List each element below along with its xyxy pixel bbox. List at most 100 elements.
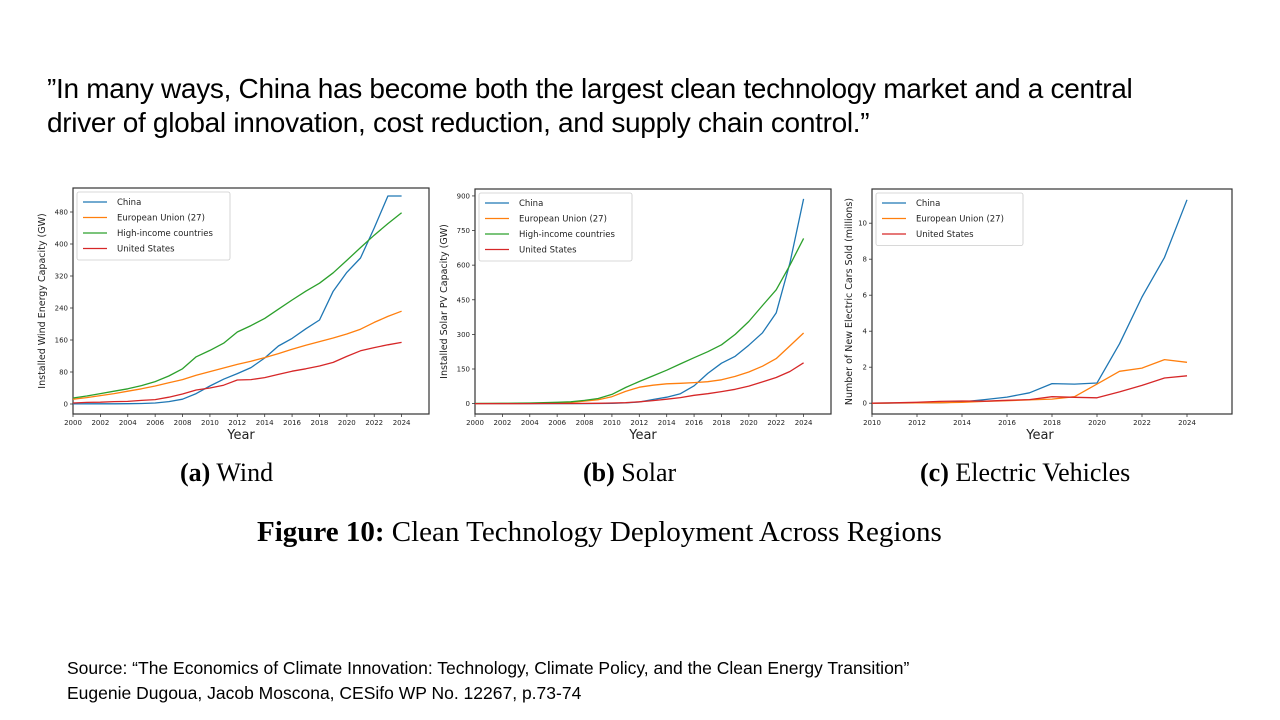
x-tick-label: 2000: [466, 419, 484, 427]
x-tick-label: 2020: [740, 419, 758, 427]
caption-ev-label: (c): [920, 458, 949, 487]
x-tick-label: 2014: [953, 419, 971, 427]
y-tick-label: 2: [863, 364, 867, 372]
y-tick-label: 300: [457, 331, 470, 339]
x-tick-label: 2010: [863, 419, 881, 427]
x-tick-label: 2022: [365, 419, 383, 427]
x-tick-label: 2008: [174, 419, 192, 427]
y-axis-label: Installed Wind Energy Capacity (GW): [37, 213, 48, 388]
legend-box: [76, 191, 231, 261]
y-tick-label: 10: [858, 220, 867, 228]
series-line-united-states: [871, 375, 1188, 404]
legend-label: High-income countries: [117, 229, 214, 239]
y-tick-label: 150: [457, 366, 470, 374]
x-tick-label: 2016: [685, 419, 703, 427]
y-tick-label: 450: [457, 296, 470, 304]
legend-box: [478, 192, 633, 262]
x-tick-label: 2006: [548, 419, 566, 427]
x-tick-label: 2022: [767, 419, 785, 427]
x-axis-label: Year: [628, 428, 657, 443]
x-tick-label: 2008: [576, 419, 594, 427]
legend-label: China: [117, 198, 141, 208]
legend-label: China: [519, 199, 543, 209]
quote: ”In many ways, China has become both the…: [47, 72, 1247, 140]
x-tick-label: 2016: [998, 419, 1016, 427]
caption-ev-text: Electric Vehicles: [955, 458, 1131, 487]
x-tick-label: 2004: [521, 419, 539, 427]
figure-title-label: Figure 10:: [257, 516, 385, 548]
y-tick-label: 480: [55, 209, 68, 217]
source-line-2: Eugenie Dugoua, Jacob Moscona, CESifo WP…: [67, 683, 582, 703]
y-tick-label: 600: [457, 262, 470, 270]
legend-label: China: [916, 199, 940, 209]
y-axis-label: Number of New Electric Cars Sold (millio…: [844, 198, 855, 405]
y-tick-label: 400: [55, 241, 68, 249]
x-tick-label: 2014: [256, 419, 274, 427]
caption-wind: (a) Wind: [180, 458, 273, 488]
x-tick-label: 2012: [630, 419, 648, 427]
figure-title: Figure 10: Clean Technology Deployment A…: [257, 516, 942, 549]
y-tick-label: 160: [55, 337, 68, 345]
series-line-united-states: [72, 341, 402, 404]
x-tick-label: 2012: [908, 419, 926, 427]
x-tick-label: 2006: [146, 419, 164, 427]
caption-solar-text: Solar: [621, 458, 677, 487]
x-tick-label: 2004: [119, 419, 137, 427]
plot-frame: [474, 188, 832, 415]
plot-frame: [72, 187, 430, 415]
x-tick-label: 2016: [283, 419, 301, 427]
y-tick-label: 240: [55, 305, 68, 313]
y-tick-label: 0: [466, 400, 470, 408]
series-line-european-union-27: [871, 358, 1188, 404]
x-axis-label: Year: [226, 428, 255, 443]
x-tick-label: 2012: [228, 419, 246, 427]
series-line-european-union-27: [72, 310, 402, 400]
legend-label: European Union (27): [117, 214, 205, 224]
y-tick-label: 900: [457, 192, 470, 200]
source-citation: Source: “The Economics of Climate Innova…: [67, 656, 909, 706]
quote-line-1: ”In many ways, China has become both the…: [47, 73, 1133, 104]
y-tick-label: 80: [59, 369, 68, 377]
caption-solar-label: (b): [583, 458, 615, 487]
caption-solar: (b) Solar: [583, 458, 676, 488]
y-axis-label: Installed Solar PV Capacity (GW): [439, 224, 450, 379]
chart-wind: 2000 2002 2004 2006 2008 2010 2012 2014 2016 2018…: [37, 187, 430, 443]
y-tick-label: 0: [64, 401, 68, 409]
series-line-china: [72, 195, 402, 405]
series-line-high-income-countries: [72, 212, 403, 399]
x-tick-label: 2018: [1043, 419, 1061, 427]
legend-label: United States: [117, 245, 175, 255]
legend-label: High-income countries: [519, 230, 616, 240]
source-line-1: Source: “The Economics of Climate Innova…: [67, 658, 910, 678]
x-tick-label: 2022: [1133, 419, 1151, 427]
y-tick-label: 8: [863, 256, 867, 264]
x-tick-label: 2002: [493, 419, 511, 427]
caption-wind-label: (a): [180, 458, 211, 487]
y-tick-label: 320: [55, 273, 68, 281]
y-tick-label: 0: [863, 400, 867, 408]
figure-title-text: Clean Technology Deployment Across Regio…: [391, 516, 942, 548]
x-tick-label: 2010: [603, 419, 621, 427]
x-tick-label: 2018: [311, 419, 329, 427]
quote-line-2: driver of global innovation, cost reduct…: [47, 107, 870, 138]
x-tick-label: 2024: [1178, 419, 1196, 427]
series-line-united-states: [475, 362, 804, 405]
y-tick-label: 6: [863, 292, 868, 300]
y-tick-label: 4: [863, 328, 868, 336]
chart-ev: 2010 2012 2014 2016 2018 2020 2022 2024 0 2 4 6 8 10 Y…: [844, 188, 1233, 443]
x-tick-label: 2000: [64, 419, 82, 427]
x-tick-label: 2010: [201, 419, 219, 427]
x-tick-label: 2020: [1088, 419, 1106, 427]
legend-label: United States: [916, 230, 974, 240]
caption-wind-text: Wind: [216, 458, 274, 487]
x-tick-label: 2024: [393, 419, 411, 427]
chart-solar: 2000 2002 2004 2006 2008 2010 2012 2014 2016 2018…: [439, 188, 832, 443]
x-tick-label: 2002: [91, 419, 109, 427]
y-tick-label: 750: [457, 227, 470, 235]
x-tick-label: 2018: [713, 419, 731, 427]
x-axis-label: Year: [1025, 428, 1054, 443]
legend-label: European Union (27): [916, 215, 1004, 225]
legend-label: European Union (27): [519, 215, 607, 225]
x-tick-label: 2014: [658, 419, 676, 427]
legend-label: United States: [519, 246, 577, 256]
